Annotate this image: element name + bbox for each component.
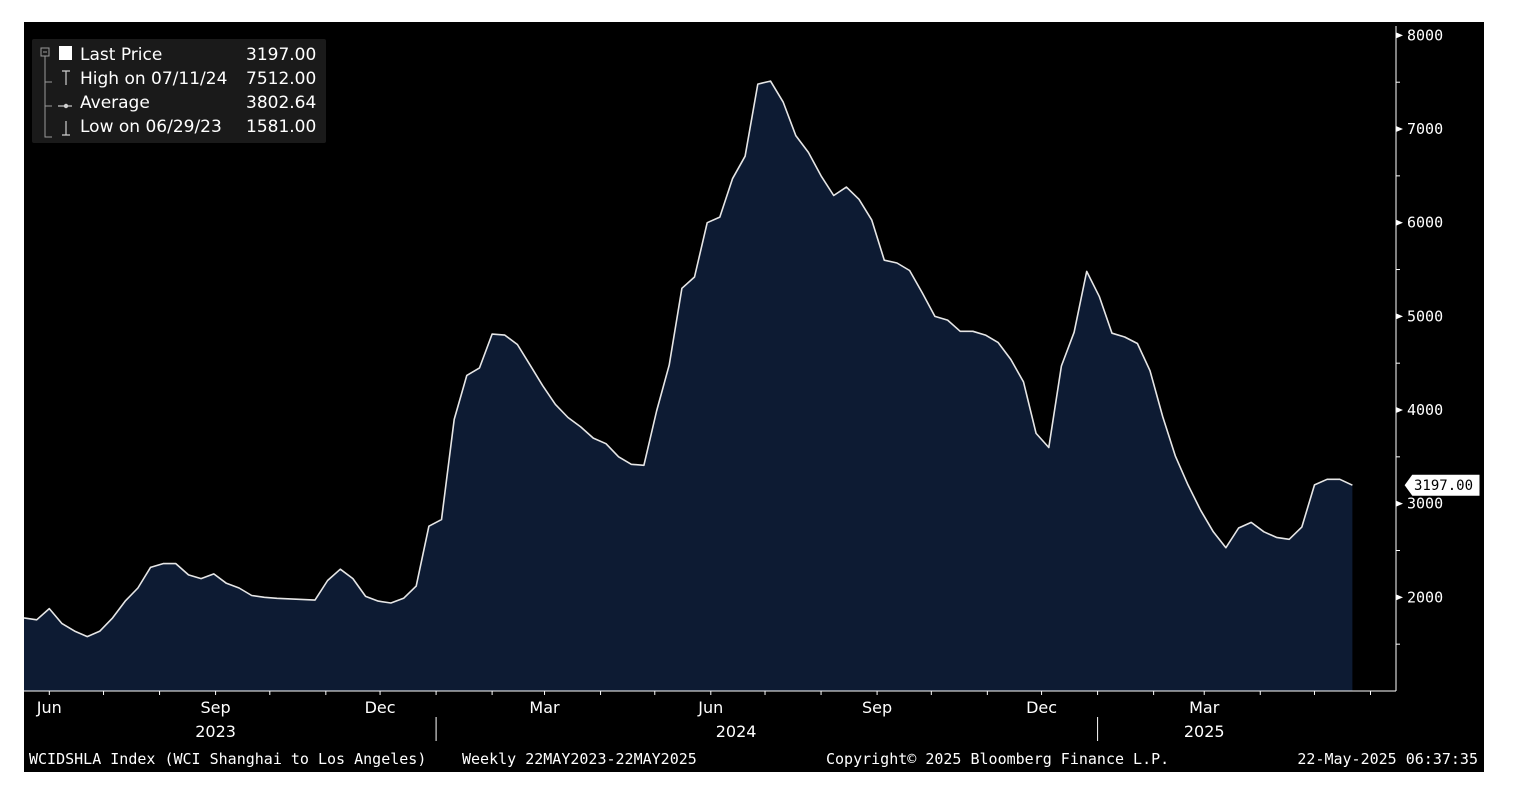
y-tick-label: 4000 xyxy=(1407,401,1443,419)
legend-label: Last Price xyxy=(80,45,163,65)
y-tick-mark xyxy=(1396,126,1403,133)
footer-period: Weekly 22MAY2023-22MAY2025 xyxy=(462,750,697,768)
y-tick-label: 6000 xyxy=(1407,214,1443,232)
x-month-label: Dec xyxy=(365,698,396,717)
x-month-label: Sep xyxy=(862,698,892,717)
x-month-label: Mar xyxy=(1189,698,1220,717)
legend-value: 3197.00 xyxy=(246,45,317,65)
legend-value: 7512.00 xyxy=(246,69,317,89)
footer-copyright: Copyright© 2025 Bloomberg Finance L.P. xyxy=(826,750,1170,768)
low-marker-icon xyxy=(62,121,70,136)
footer-ticker: WCIDSHLA Index (WCI Shanghai to Los Ange… xyxy=(29,750,427,768)
legend-label: Low on 06/29/23 xyxy=(80,117,222,137)
chart-footer: WCIDSHLA Index (WCI Shanghai to Los Ange… xyxy=(24,744,1484,770)
y-tick-mark xyxy=(1396,219,1403,226)
y-tick-mark xyxy=(1396,32,1403,39)
legend-label: Average xyxy=(80,93,150,113)
x-month-label: Jun xyxy=(36,698,62,717)
footer-timestamp: 22-May-2025 06:37:35 xyxy=(1297,750,1478,768)
y-tick-mark xyxy=(1396,407,1403,414)
x-year-label: 2024 xyxy=(716,722,757,741)
x-month-label: Dec xyxy=(1026,698,1057,717)
x-year-label: 2023 xyxy=(195,722,236,741)
y-tick-label: 2000 xyxy=(1407,588,1443,606)
series-area xyxy=(24,81,1353,692)
y-tick-label: 3000 xyxy=(1407,495,1443,513)
legend-icons xyxy=(40,46,72,138)
series-line xyxy=(24,80,1353,638)
chart-legend: Last Price 3197.00 High on 07/11/24 7512.00… xyxy=(32,39,326,143)
legend-label: High on 07/11/24 xyxy=(80,69,228,89)
legend-value: 1581.00 xyxy=(246,117,317,137)
x-month-label: Sep xyxy=(201,698,231,717)
y-tick-mark xyxy=(1396,313,1403,320)
legend-tree-line xyxy=(44,53,52,138)
price-chart: 2000 3000 4000 5000 6000 7000 8000 3197.00 Jun S… xyxy=(24,26,1481,741)
y-tick-label: 7000 xyxy=(1407,120,1443,138)
chart-frame: 2000 3000 4000 5000 6000 7000 8000 3197.00 Jun S… xyxy=(24,22,1484,772)
y-tick-mark xyxy=(1396,594,1403,601)
x-year-label: 2025 xyxy=(1184,722,1225,741)
average-marker-icon xyxy=(63,103,69,109)
y-tick-mark xyxy=(1396,500,1403,507)
y-tick-label: 5000 xyxy=(1407,307,1443,325)
high-marker-icon xyxy=(62,70,70,85)
legend-value: 3802.64 xyxy=(246,93,317,113)
y-tick-label: 8000 xyxy=(1407,26,1443,44)
x-month-label: Mar xyxy=(529,698,560,717)
last-price-tag xyxy=(1403,473,1481,497)
last-price-square-icon xyxy=(59,46,72,60)
x-month-label: Jun xyxy=(697,698,723,717)
last-price-label: 3197.00 xyxy=(1414,478,1473,494)
